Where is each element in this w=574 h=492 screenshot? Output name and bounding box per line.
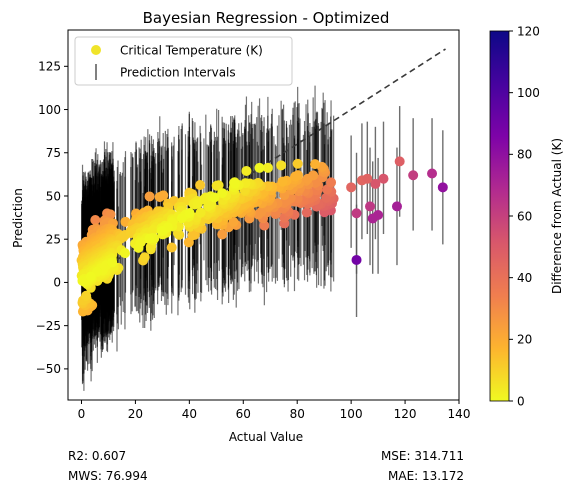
scatter-point: [118, 232, 129, 243]
scatter-point: [192, 198, 203, 209]
scatter-points: [76, 156, 448, 317]
scatter-point: [254, 162, 265, 173]
scatter-point: [107, 257, 118, 268]
colorbar-gradient: [489, 30, 510, 402]
colorbar-tick-label: 120: [517, 24, 540, 38]
scatter-point: [228, 216, 239, 227]
y-tick-label: 50: [46, 189, 61, 203]
scatter-point: [301, 207, 312, 218]
chart-title: Bayesian Regression - Optimized: [143, 9, 390, 27]
scatter-point: [276, 160, 287, 171]
scatter-point: [119, 248, 130, 259]
scatter-point: [187, 230, 198, 241]
scatter-point-outlier: [351, 208, 362, 219]
scatter-point: [310, 159, 321, 170]
x-axis-label: Actual Value: [229, 430, 303, 444]
scatter-point-outlier: [394, 156, 405, 167]
scatter-point-outlier: [362, 173, 373, 184]
colorbar-label: Difference from Actual (K): [550, 138, 564, 294]
scatter-point: [326, 177, 337, 188]
y-tick-label: −50: [36, 362, 61, 376]
y-axis-ticks: −50 −25 0 25 50 75 100 125: [36, 60, 68, 376]
legend-box: [74, 36, 293, 86]
colorbar-tick-label: 20: [517, 333, 532, 347]
x-tick-label: 0: [78, 407, 86, 421]
x-tick-label: 140: [448, 407, 471, 421]
plot-frame: [67, 29, 460, 401]
scatter-point-outlier: [408, 170, 419, 181]
scatter-point: [105, 209, 116, 220]
scatter-point: [302, 173, 313, 184]
scatter-point-outlier: [346, 182, 357, 193]
metric-mae: MAE: 13.172: [388, 469, 464, 483]
legend-marker-critical-temperature: [91, 45, 101, 55]
x-tick-label: 40: [182, 407, 197, 421]
scatter-point: [90, 214, 101, 225]
x-tick-label: 60: [236, 407, 251, 421]
x-tick-label: 20: [128, 407, 143, 421]
colorbar-ticks: 0 20 40 60 80 100 120: [509, 24, 540, 408]
scatter-point: [277, 176, 288, 187]
scatter-point: [229, 178, 240, 189]
scatter-point: [156, 226, 167, 237]
scatter-point: [85, 271, 96, 282]
x-tick-label: 100: [340, 407, 363, 421]
scatter-point: [290, 171, 301, 182]
scatter-point-outlier: [437, 182, 448, 193]
metric-mse: MSE: 314.711: [381, 449, 464, 463]
colorbar-tick-label: 60: [517, 209, 532, 223]
scatter-point-outlier: [373, 210, 384, 220]
scatter-point: [195, 207, 206, 218]
x-axis-ticks: 0 20 40 60 80 100 120 140: [78, 400, 471, 421]
y-tick-label: 0: [53, 276, 61, 290]
x-tick-label: 80: [290, 407, 305, 421]
scatter-point: [81, 290, 92, 301]
scatter-point: [139, 252, 150, 263]
legend-label-critical-temperature: Critical Temperature (K): [120, 44, 263, 58]
scatter-point: [148, 225, 159, 236]
scatter-point: [195, 180, 206, 191]
scatter-point: [217, 188, 228, 199]
colorbar-tick-label: 100: [517, 86, 540, 100]
scatter-point: [262, 162, 273, 173]
scatter-point: [184, 208, 195, 219]
scatter-point: [292, 158, 303, 169]
y-tick-label: 25: [46, 233, 61, 247]
metric-mws: MWS: 76.994: [68, 469, 148, 483]
scatter-point: [241, 165, 252, 176]
y-tick-label: −25: [36, 319, 61, 333]
y-tick-label: 100: [38, 103, 61, 117]
colorbar: 0 20 40 60 80 100 120 Difference from Actual (…: [489, 24, 564, 408]
scatter-point: [209, 192, 220, 203]
x-tick-label: 120: [394, 407, 417, 421]
scatter-point-outlier: [351, 254, 362, 265]
colorbar-tick-label: 40: [517, 271, 532, 285]
scatter-point: [213, 180, 224, 191]
y-axis-label: Prediction: [11, 188, 25, 248]
scatter-point: [166, 242, 177, 253]
scatter-point: [176, 213, 187, 224]
colorbar-tick-label: 80: [517, 148, 532, 162]
scatter-point: [133, 242, 144, 253]
metric-r2: R2: 0.607: [68, 449, 126, 463]
plot-area: [76, 48, 448, 391]
y-tick-label: 75: [46, 146, 61, 160]
scatter-point: [144, 233, 155, 244]
scatter-point: [144, 191, 155, 202]
scatter-point: [217, 229, 228, 240]
scatter-point-outlier: [365, 201, 376, 212]
legend: Critical Temperature (K) Prediction Inte…: [74, 36, 293, 86]
scatter-point-outlier: [378, 173, 389, 184]
scatter-point-outlier: [427, 168, 438, 179]
scatter-point: [158, 190, 169, 201]
scatter-point-outlier: [391, 201, 402, 212]
legend-label-prediction-intervals: Prediction Intervals: [120, 66, 236, 80]
scatter-point-outlier: [370, 178, 381, 189]
y-tick-label: 125: [38, 60, 61, 74]
colorbar-tick-label: 0: [517, 394, 525, 408]
